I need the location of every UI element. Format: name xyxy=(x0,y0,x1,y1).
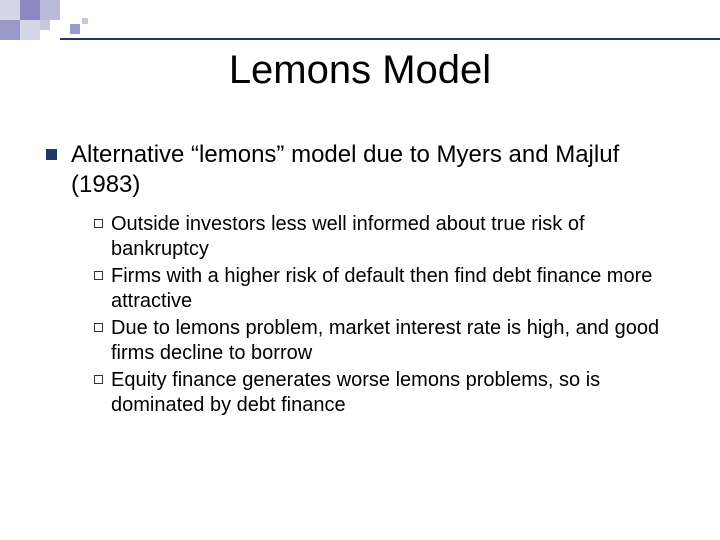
deco-square xyxy=(70,24,80,34)
box-bullet-icon xyxy=(94,271,103,280)
level2-list: Outside investors less well informed abo… xyxy=(94,212,674,418)
deco-square xyxy=(40,20,50,30)
bullet-level2: Firms with a higher risk of default then… xyxy=(94,264,674,314)
box-bullet-icon xyxy=(94,375,103,384)
slide-title: Lemons Model xyxy=(0,48,720,93)
level2-text: Equity finance generates worse lemons pr… xyxy=(111,368,674,418)
corner-decoration xyxy=(0,0,720,40)
level2-text: Due to lemons problem, market interest r… xyxy=(111,316,674,366)
slide-body: Alternative “lemons” model due to Myers … xyxy=(46,140,674,420)
square-bullet-icon xyxy=(46,149,57,160)
level2-text: Firms with a higher risk of default then… xyxy=(111,264,674,314)
deco-square xyxy=(0,0,20,20)
level1-text: Alternative “lemons” model due to Myers … xyxy=(71,140,674,200)
deco-square xyxy=(82,18,88,24)
deco-square xyxy=(20,20,40,40)
header-rule xyxy=(60,38,720,40)
bullet-level2: Equity finance generates worse lemons pr… xyxy=(94,368,674,418)
box-bullet-icon xyxy=(94,323,103,332)
bullet-level1: Alternative “lemons” model due to Myers … xyxy=(46,140,674,200)
bullet-level2: Outside investors less well informed abo… xyxy=(94,212,674,262)
level2-text: Outside investors less well informed abo… xyxy=(111,212,674,262)
box-bullet-icon xyxy=(94,219,103,228)
slide: Lemons Model Alternative “lemons” model … xyxy=(0,0,720,540)
deco-square xyxy=(0,20,20,40)
bullet-level2: Due to lemons problem, market interest r… xyxy=(94,316,674,366)
deco-square xyxy=(40,0,60,20)
deco-square xyxy=(20,0,40,20)
